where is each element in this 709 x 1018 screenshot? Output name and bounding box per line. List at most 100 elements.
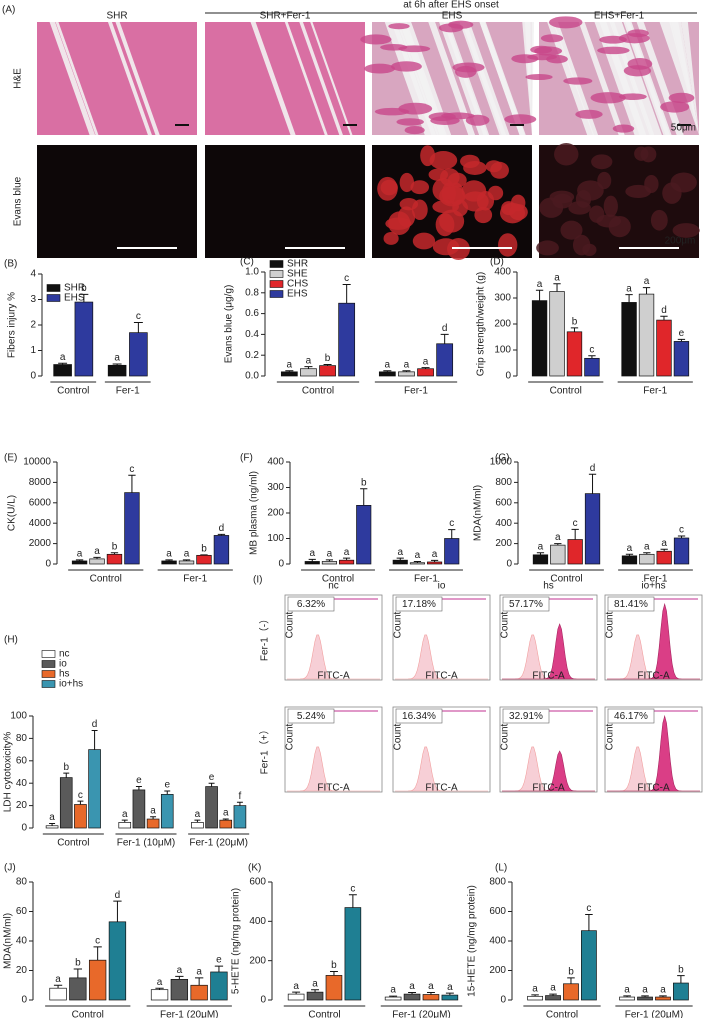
error-bar (660, 548, 668, 552)
fiber (540, 34, 564, 43)
percent-label: 46.17% (614, 711, 648, 722)
error-bar (93, 946, 102, 961)
bar (384, 996, 402, 1001)
stained-fiber (428, 168, 449, 181)
y-axis-label: 15-HETE (ng/mg protein) (467, 885, 478, 997)
error-bar (677, 338, 686, 342)
bar (190, 984, 208, 1001)
fiber (575, 109, 603, 119)
panel-label: (G) (495, 453, 509, 464)
significance-letter: b (201, 543, 207, 554)
bar (219, 819, 233, 829)
y-axis-label: Count (393, 723, 404, 750)
bar (549, 291, 565, 377)
significance-letter: a (642, 985, 648, 996)
error-bar (588, 355, 596, 359)
stained-fiber (625, 184, 652, 199)
panel-label: (K) (248, 863, 261, 874)
significance-letter: a (390, 985, 396, 996)
fiber (668, 92, 695, 104)
error-bar (360, 488, 368, 506)
significance-letter: a (195, 809, 201, 820)
bar (191, 822, 204, 829)
y-tick-label: 300 (494, 293, 511, 304)
fiber (563, 77, 593, 85)
tissue-gap (107, 22, 152, 135)
stained-fiber (377, 176, 398, 201)
y-tick-label: 600 (489, 906, 506, 917)
fiber (398, 45, 431, 53)
significance-letter: a (49, 812, 55, 823)
bar (656, 550, 672, 565)
bar (129, 332, 148, 377)
bar (300, 368, 317, 377)
bar (213, 535, 230, 565)
significance-letter: b (112, 541, 118, 552)
significance-letter: a (223, 808, 229, 819)
error-bar (182, 559, 191, 561)
row-label: H&E (13, 68, 24, 89)
x-tick-label: Fer-1 (20μM) (160, 1010, 219, 1018)
error-bar (292, 991, 301, 995)
tissue-gap (284, 22, 328, 135)
significance-letter: c (589, 344, 594, 355)
evans-image (37, 145, 197, 258)
stained-fiber (670, 172, 697, 193)
significance-letter: c (129, 464, 134, 475)
legend-swatch (41, 680, 56, 688)
error-bar (567, 977, 575, 984)
significance-letter: d (661, 305, 667, 316)
significance-letter: a (624, 985, 630, 996)
error-bar (535, 289, 544, 301)
bar (673, 982, 689, 1001)
y-tick-label: 60 (16, 906, 28, 917)
y-tick-label: 100 (267, 533, 284, 544)
bar (161, 560, 177, 565)
x-tick-label: Control (302, 386, 334, 397)
bar (621, 302, 637, 377)
stained-fiber (399, 172, 415, 193)
significance-letter: a (537, 279, 543, 290)
scale-label: 200μm (665, 236, 696, 247)
significance-letter: a (538, 541, 544, 552)
fiber (504, 114, 537, 125)
stained-fiber (383, 232, 399, 245)
tissue-gap (299, 22, 343, 135)
y-axis-label: MDA(nM/ml) (473, 485, 484, 541)
legend-swatch (46, 294, 61, 302)
bar (88, 749, 101, 829)
bar (306, 991, 324, 1001)
significance-letter: a (309, 548, 315, 559)
error-bar (625, 294, 633, 303)
column-header: EHS+Fer-1 (594, 11, 645, 22)
x-axis-label: FITC-A (425, 671, 458, 682)
error-bar (440, 333, 449, 344)
scale-label: 50μm (671, 123, 696, 134)
panel-label: (L) (495, 863, 507, 874)
significance-letter: e (679, 328, 685, 339)
error-bar (643, 552, 651, 555)
significance-letter: c (586, 903, 591, 914)
y-tick-label: 80 (16, 877, 28, 888)
stained-fiber (410, 180, 430, 195)
stained-fiber (498, 233, 518, 257)
y-axis-label: Count (285, 723, 296, 750)
y-axis-label: Count (500, 723, 511, 750)
y-tick-label: 4 (30, 269, 36, 280)
y-tick-label: 400 (489, 936, 506, 947)
column-header: SHR (106, 11, 127, 22)
tissue-gap (49, 22, 96, 135)
error-bar (421, 367, 430, 369)
significance-letter: a (404, 359, 410, 370)
tissue-gap (443, 22, 490, 135)
error-bar (308, 558, 316, 562)
significance-letter: a (423, 356, 429, 367)
histogram-treated (502, 623, 595, 680)
fiber (618, 93, 647, 100)
bar (118, 822, 132, 829)
column-header: hs (543, 581, 554, 592)
significance-letter: d (590, 463, 596, 474)
fiber (546, 54, 568, 64)
fiber (549, 16, 583, 29)
fiber (404, 125, 425, 135)
